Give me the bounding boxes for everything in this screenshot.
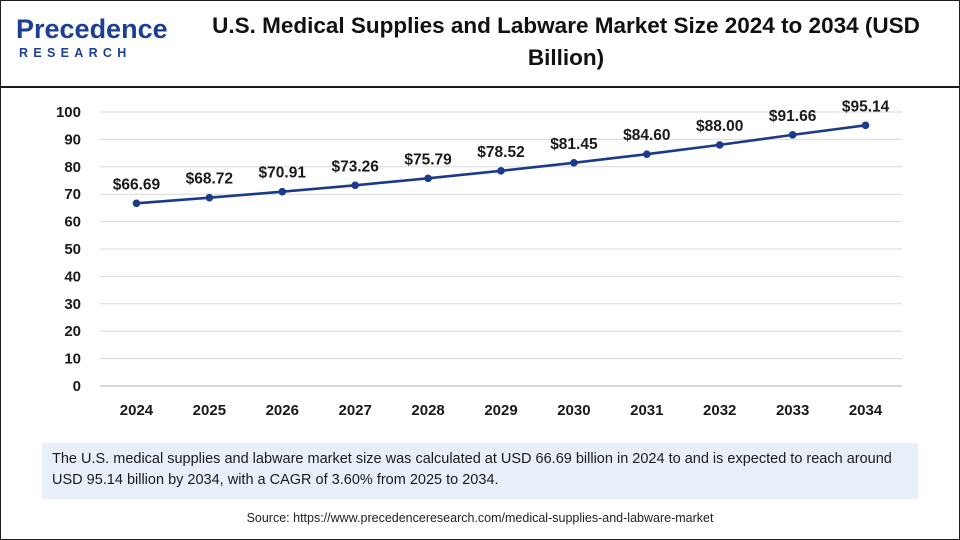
- x-tick-label: 2028: [411, 402, 444, 419]
- y-tick-label: 100: [56, 104, 81, 121]
- x-tick-label: 2030: [557, 402, 590, 419]
- x-tick-label: 2029: [484, 402, 517, 419]
- y-tick-label: 40: [64, 268, 81, 285]
- x-tick-label: 2034: [849, 402, 883, 419]
- data-point: [132, 199, 141, 208]
- data-label: $81.45: [550, 136, 598, 153]
- y-tick-label: 20: [64, 323, 81, 340]
- x-tick-label: 2024: [120, 402, 154, 419]
- y-tick-label: 10: [64, 351, 81, 368]
- data-label: $66.69: [113, 176, 161, 193]
- data-label: $91.66: [769, 108, 817, 125]
- data-point: [278, 187, 287, 196]
- data-point: [861, 121, 870, 130]
- data-point: [351, 181, 359, 190]
- y-tick-label: 50: [64, 241, 81, 258]
- header: Precedence RESEARCH U.S. Medical Supplie…: [0, 0, 960, 86]
- data-point: [788, 131, 797, 139]
- x-tick-label: 2025: [193, 402, 226, 419]
- logo-subtitle: RESEARCH: [19, 46, 132, 60]
- label-layer: $66.69 $68.72 $70.91 $73.26 $75.79 $78.52 $81.…: [113, 98, 890, 193]
- line-layer: [132, 121, 870, 208]
- data-label: $68.72: [186, 171, 233, 188]
- grid-layer: [100, 111, 902, 360]
- source-citation: Source: https://www.precedenceresearch.c…: [246, 511, 714, 525]
- precedence-research-logo: Precedence RESEARCH: [16, 14, 168, 66]
- chart-title: U.S. Medical Supplies and Labware Market…: [212, 13, 920, 70]
- header-divider: [0, 86, 960, 88]
- series-line: [136, 124, 866, 205]
- logo-wordmark: Precedence: [16, 14, 168, 44]
- data-point: [205, 193, 214, 202]
- y-tick-label: 0: [73, 378, 81, 395]
- y-tick-label: 70: [64, 186, 81, 203]
- x-tick-label: 2027: [338, 402, 371, 419]
- y-tick-label: 80: [64, 159, 81, 176]
- data-label: $78.52: [477, 144, 524, 161]
- line-chart: 0 10 20 30 40 50 60 70 80 90 100 2024 2025 2026 2027 20…: [0, 88, 960, 433]
- summary-note: The U.S. medical supplies and labware ma…: [42, 443, 918, 499]
- data-label: $88.00: [696, 118, 743, 135]
- x-tick-label: 2033: [776, 402, 809, 419]
- y-tick-label: 30: [64, 296, 81, 313]
- data-label: $73.26: [331, 158, 379, 175]
- x-tick-label: 2032: [703, 402, 736, 419]
- data-point: [715, 141, 724, 149]
- data-label: $95.14: [842, 98, 890, 115]
- data-label: $70.91: [259, 165, 307, 182]
- x-tick-label: 2026: [266, 402, 299, 419]
- data-point: [424, 174, 432, 183]
- data-label: $75.79: [404, 151, 452, 168]
- y-tick-label: 90: [64, 131, 81, 148]
- data-point: [570, 159, 578, 167]
- data-label: $84.60: [623, 127, 670, 144]
- y-tick-label: 60: [64, 214, 81, 231]
- x-tick-label: 2031: [630, 402, 663, 419]
- data-point: [497, 167, 505, 175]
- data-point: [643, 150, 651, 158]
